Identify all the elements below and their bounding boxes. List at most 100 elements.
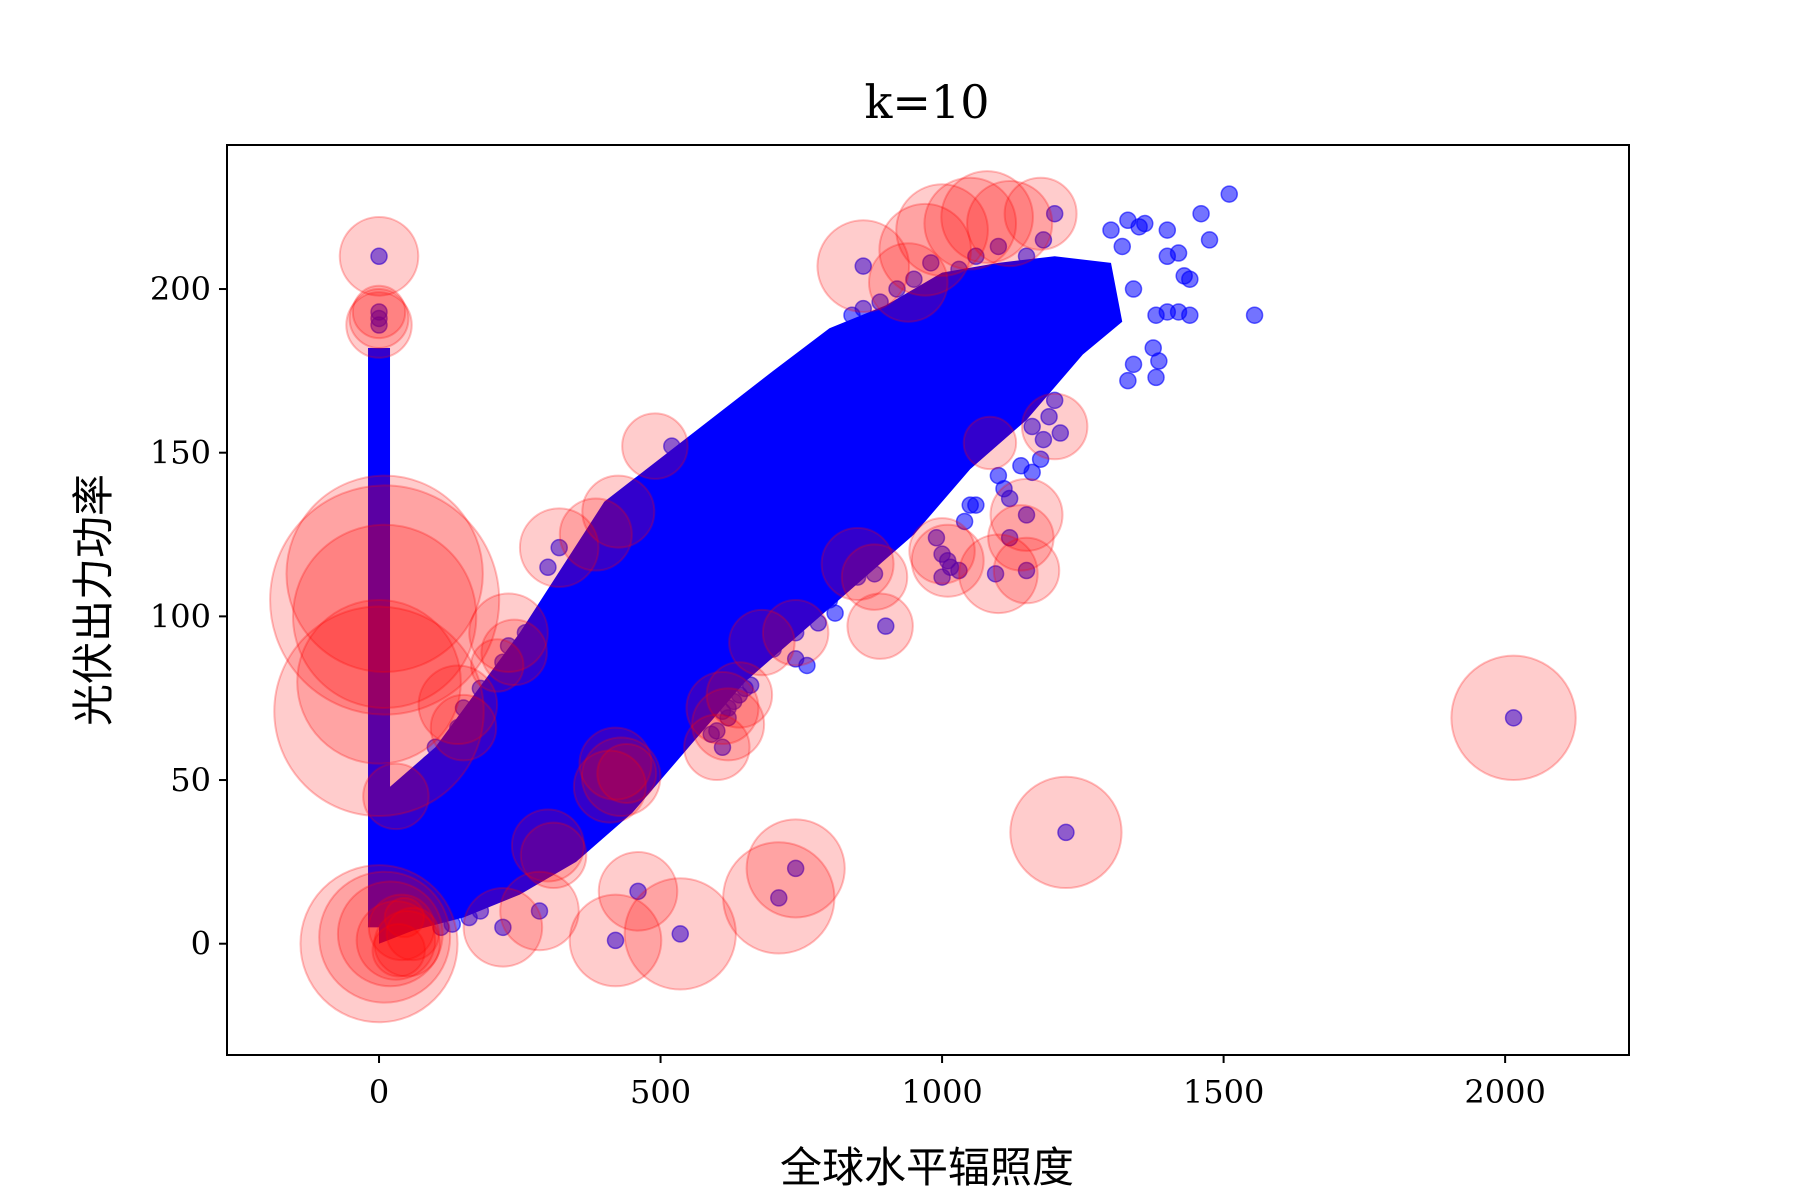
outlier-circle: [373, 909, 441, 978]
data-point: [764, 607, 782, 626]
data-point: [1057, 823, 1075, 842]
data-point: [454, 699, 473, 717]
x-tick-label: 1500: [1183, 1073, 1264, 1111]
data-point: [550, 826, 568, 845]
data-point: [927, 529, 946, 547]
y-axis-label: 光伏出力功率: [69, 474, 118, 726]
outlier-circle: [908, 517, 976, 585]
data-point: [1034, 430, 1053, 449]
data-point: [719, 709, 737, 727]
outlier-circle: [1450, 654, 1577, 782]
data-point: [494, 876, 512, 894]
data-point: [1045, 391, 1064, 410]
outlier-circle: [840, 543, 909, 611]
data-point: [460, 908, 478, 927]
data-point: [1051, 335, 1070, 354]
outlier-circle: [878, 202, 973, 297]
data-point: [657, 732, 675, 750]
outlier-circle: [705, 661, 774, 729]
chart-title: k=10: [865, 75, 990, 129]
data-point: [539, 558, 557, 577]
data-point: [826, 604, 844, 622]
data-point: [1102, 221, 1120, 239]
data-point: [1023, 417, 1041, 436]
outlier-circle: [987, 504, 1055, 572]
data-point: [663, 437, 681, 455]
data-point: [494, 653, 512, 671]
data-point: [702, 725, 720, 743]
data-point: [831, 571, 850, 590]
outlier-circle: [351, 284, 407, 340]
outlier-circle: [499, 870, 580, 952]
data-point: [629, 882, 647, 901]
outlier-circle: [580, 736, 662, 818]
data-point: [905, 270, 923, 288]
outlier-circle: [345, 291, 413, 359]
data-point: [798, 656, 816, 675]
data-point: [530, 902, 549, 920]
data-point: [747, 633, 766, 652]
data-point: [865, 565, 884, 583]
data-point: [809, 614, 827, 632]
outlier-circle: [621, 412, 689, 480]
data-point: [1017, 247, 1036, 266]
data-point: [426, 738, 445, 757]
outlier-circle: [623, 877, 737, 991]
data-point: [1181, 306, 1199, 324]
data-point: [671, 925, 690, 943]
outlier-circle: [355, 900, 437, 981]
data-point: [1113, 237, 1132, 256]
data-point: [888, 280, 906, 298]
data-point: [1124, 355, 1143, 374]
data-point: [370, 673, 388, 691]
outlier-circle: [895, 183, 989, 277]
data-point: [933, 568, 951, 586]
outlier-circle: [318, 870, 452, 1004]
outlier-circle: [385, 906, 440, 962]
outlier-circle: [336, 880, 444, 988]
outlier-circle: [722, 841, 836, 955]
outlier-circle: [691, 687, 766, 762]
data-point: [1124, 280, 1143, 298]
data-point: [494, 918, 512, 937]
data-point: [775, 623, 794, 642]
data-point: [471, 679, 490, 698]
data-point: [877, 617, 895, 635]
outlier-circle: [820, 526, 895, 601]
outlier-circle: [291, 523, 478, 710]
data-point: [623, 525, 642, 544]
outlier-circle: [868, 242, 949, 323]
y-tick-label: 200: [150, 270, 211, 308]
data-point: [1220, 185, 1238, 203]
outlier-circle: [683, 713, 751, 782]
data-point: [370, 316, 388, 334]
data-point: [432, 918, 450, 937]
data-point: [420, 754, 439, 773]
data-point: [843, 306, 861, 324]
data-point: [482, 885, 501, 904]
data-point: [989, 237, 1008, 256]
data-point: [1045, 204, 1064, 223]
x-tick-label: 2000: [1464, 1073, 1545, 1111]
outlier-circle: [462, 887, 544, 968]
data-point: [955, 512, 974, 531]
data-point: [1060, 293, 1078, 311]
data-point: [854, 257, 872, 275]
outlier-circle: [367, 893, 436, 962]
data-point: [837, 555, 856, 573]
outlier-circle: [519, 821, 588, 890]
data-point: [967, 247, 985, 266]
data-point: [370, 607, 388, 626]
outlier-circle: [338, 216, 420, 297]
outlier-circle: [429, 693, 498, 762]
y-tick-label: 150: [150, 434, 211, 472]
data-point: [770, 889, 788, 907]
x-axis: 0 500 1000 1500 2000: [369, 1055, 1546, 1111]
data-point: [1000, 529, 1019, 547]
data-point: [950, 561, 968, 580]
outlier-circle: [518, 507, 600, 588]
data-point: [1147, 306, 1165, 324]
data-point: [1034, 231, 1053, 249]
data-point: [1200, 231, 1219, 249]
data-point: [922, 254, 940, 272]
